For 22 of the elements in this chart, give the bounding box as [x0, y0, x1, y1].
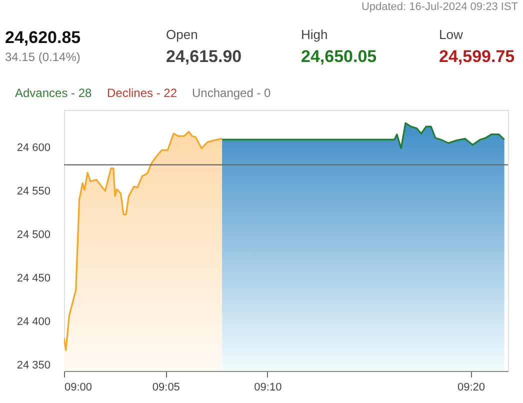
x-tick-label: 09:05 [152, 382, 180, 394]
text: High [301, 27, 328, 42]
text: Low [439, 27, 464, 42]
y-tick-label: 24 450 [16, 272, 50, 284]
text: Updated: 16-Jul-2024 09:23 IST [361, 1, 518, 13]
x-tick-label: 09:00 [64, 382, 92, 394]
text: Unchanged - 0 [192, 86, 272, 100]
y-tick-label: 24 350 [16, 359, 50, 372]
text: 24,620.85 [5, 28, 81, 47]
text: Declines - 22 [107, 86, 178, 100]
y-tick-label: 24 500 [16, 228, 50, 241]
text: Advances - 28 [15, 86, 92, 100]
x-tick-label: 09:10 [254, 382, 282, 394]
x-tick-label: 09:20 [458, 382, 486, 394]
text: Open [166, 27, 198, 42]
text: 24,650.05 [301, 47, 377, 66]
y-tick-label: 24 400 [16, 316, 50, 328]
text: 24,599.75 [439, 47, 515, 66]
y-tick-label: 24 550 [16, 185, 50, 198]
y-tick-label: 24 600 [16, 142, 50, 154]
text: 24,615.90 [166, 47, 242, 66]
text: 34.15 (0.14%) [5, 50, 80, 64]
